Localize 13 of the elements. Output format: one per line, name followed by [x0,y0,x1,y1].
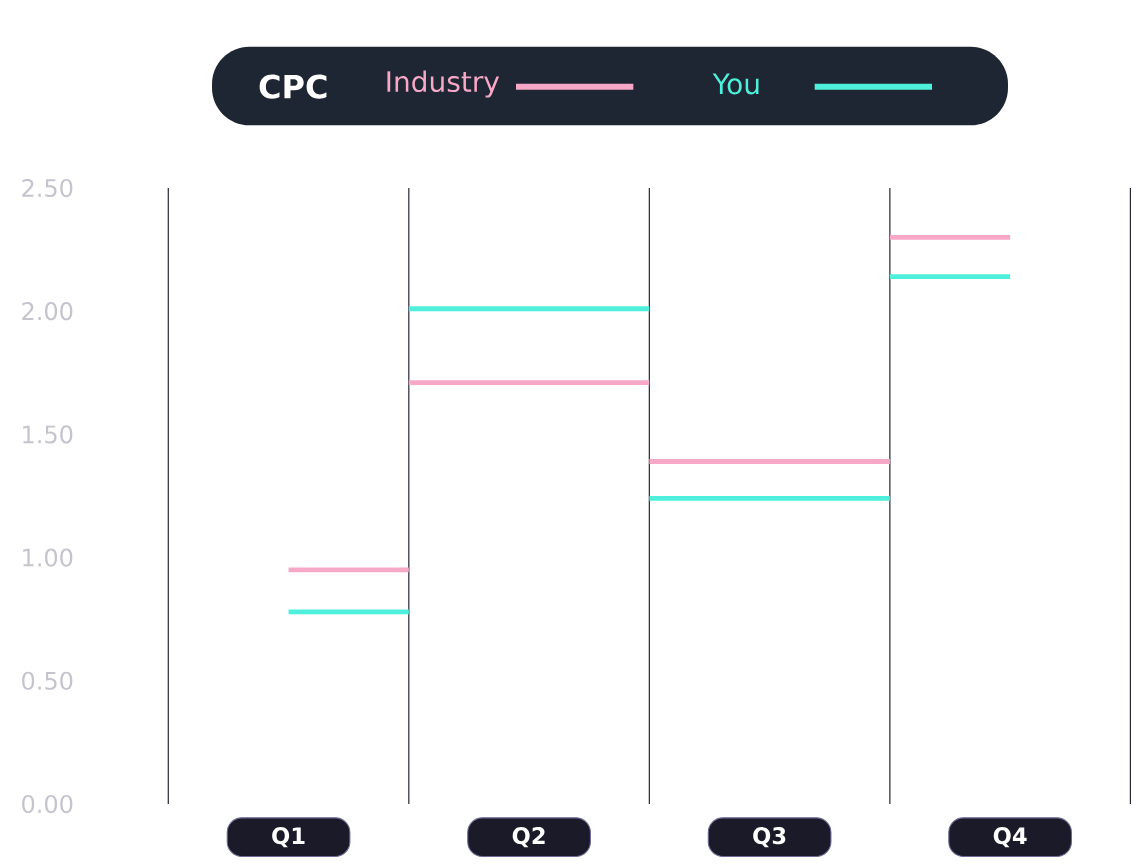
legend-label: You [712,73,759,95]
y-tick-label: 1.50 [23,425,73,444]
x-tick-label: Q1 [272,827,305,848]
x-tick-label: Q4 [993,827,1027,848]
y-tick-label: 2.50 [22,178,73,198]
y-tick-label: 0.50 [22,671,73,690]
x-tick-label: Q2 [512,827,545,848]
legend-title: CPC [259,74,327,99]
y-tick-label: 2.00 [22,302,73,321]
legend-label: Industry [387,70,500,98]
y-tick-label: 0.00 [22,794,73,814]
x-tick-label: Q3 [753,827,786,848]
y-tick-label: 1.00 [23,548,73,567]
